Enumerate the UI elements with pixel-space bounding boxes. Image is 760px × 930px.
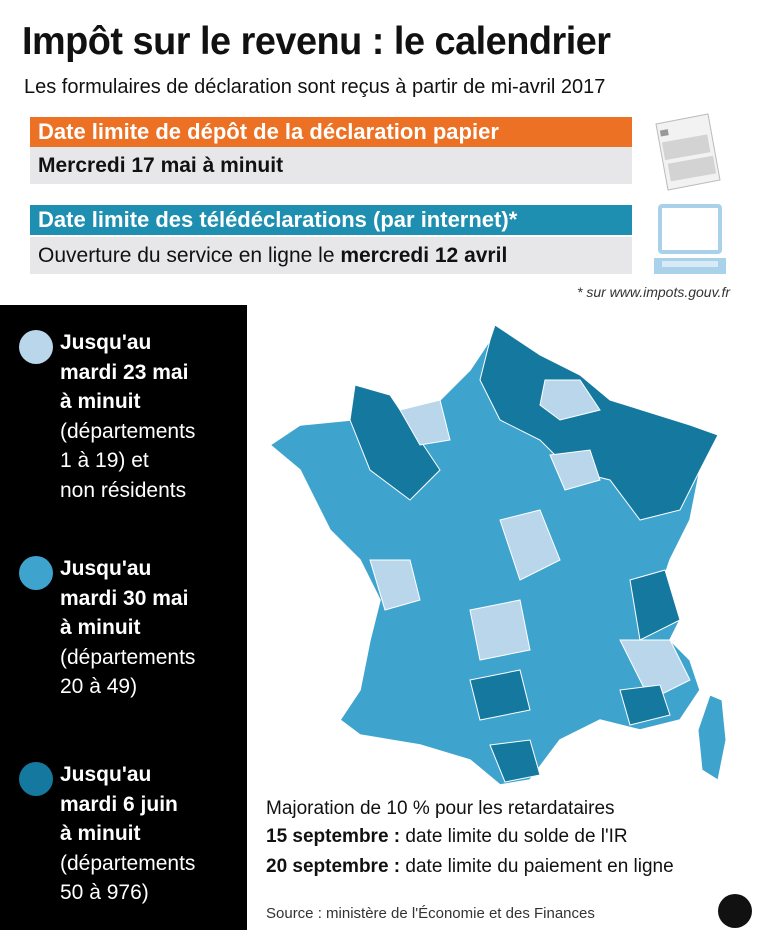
region-dark-west xyxy=(349,384,441,501)
idix-logo xyxy=(718,894,752,928)
online-service-opening: Ouverture du service en ligne le mercred… xyxy=(30,237,632,274)
france-departments-map xyxy=(268,323,727,786)
region-light-6 xyxy=(469,599,531,661)
online-deadline-heading: Date limite des télédéclarations (par in… xyxy=(30,205,632,235)
opening-date: mercredi 12 avril xyxy=(340,244,508,267)
source: Source : ministère de l'Économie et des … xyxy=(266,905,595,922)
region-dark-provence xyxy=(619,684,671,726)
sept20-date: 20 septembre : xyxy=(266,856,401,877)
legend-dot-dark xyxy=(19,762,53,796)
region-dark-south xyxy=(469,669,531,721)
region-light-2 xyxy=(549,449,601,491)
legend-item-3: Jusqu'au mardi 6 juin à minuit (départemen… xyxy=(60,760,195,908)
legend-text: (départements xyxy=(60,419,196,443)
legend-text: non résidents xyxy=(60,478,187,502)
sept15-note: 15 septembre : date limite du solde de l… xyxy=(266,826,628,848)
legend-text: Jusqu'au xyxy=(60,331,152,354)
legend-text: mardi 6 juin xyxy=(60,792,178,816)
region-light-1 xyxy=(539,379,601,421)
legend-text: 20 à 49) xyxy=(60,675,138,698)
penalty-note: Majoration de 10 % pour les retardataire… xyxy=(266,798,615,819)
legend-text: à minuit xyxy=(60,616,141,639)
region-light-5 xyxy=(499,509,561,581)
page-title: Impôt sur le revenu : le calendrier xyxy=(22,20,611,63)
region-light-3 xyxy=(399,399,451,446)
legend-text: 1 à 19) et xyxy=(60,449,149,472)
legend-text: (départements xyxy=(60,851,196,875)
region-light-7 xyxy=(619,639,691,701)
subtitle: Les formulaires de déclaration sont reçu… xyxy=(24,76,606,98)
paper-deadline-heading: Date limite de dépôt de la déclaration p… xyxy=(30,117,632,147)
legend-item-1: Jusqu'au mardi 23 mai à minuit (départemen… xyxy=(60,328,195,505)
legend-text: à minuit xyxy=(60,822,141,845)
legend-text: 50 à 976) xyxy=(60,881,149,904)
paper-deadline-date: Mercredi 17 mai à minuit xyxy=(30,147,632,184)
corsica xyxy=(697,694,727,781)
legend-text: Jusqu'au xyxy=(60,763,152,786)
legend-item-2: Jusqu'au mardi 30 mai à minuit (départemen… xyxy=(60,554,195,702)
region-dark-north xyxy=(479,324,719,521)
region-light-4 xyxy=(369,559,421,611)
legend-text: (départements xyxy=(60,645,196,669)
sept20-note: 20 septembre : date limite du paiement e… xyxy=(266,856,674,878)
footnote: * sur www.impots.gouv.fr xyxy=(576,284,730,300)
opening-text: Ouverture du service en ligne le xyxy=(38,244,341,267)
paper-form-icon xyxy=(655,113,721,191)
legend-panel xyxy=(0,305,247,930)
legend-text: Jusqu'au xyxy=(60,557,152,580)
legend-dot-medium xyxy=(19,556,53,590)
sept15-text: date limite du solde de l'IR xyxy=(400,826,628,847)
laptop-icon xyxy=(654,204,726,274)
sept20-text: date limite du paiement en ligne xyxy=(400,856,674,877)
legend-text: mardi 30 mai xyxy=(60,586,189,610)
legend-dot-light xyxy=(19,330,53,364)
region-dark-alps xyxy=(629,569,681,641)
legend-text: à minuit xyxy=(60,390,141,413)
region-dark-pyrenees xyxy=(489,739,541,783)
sept15-date: 15 septembre : xyxy=(266,826,401,847)
legend-text: mardi 23 mai xyxy=(60,360,189,384)
